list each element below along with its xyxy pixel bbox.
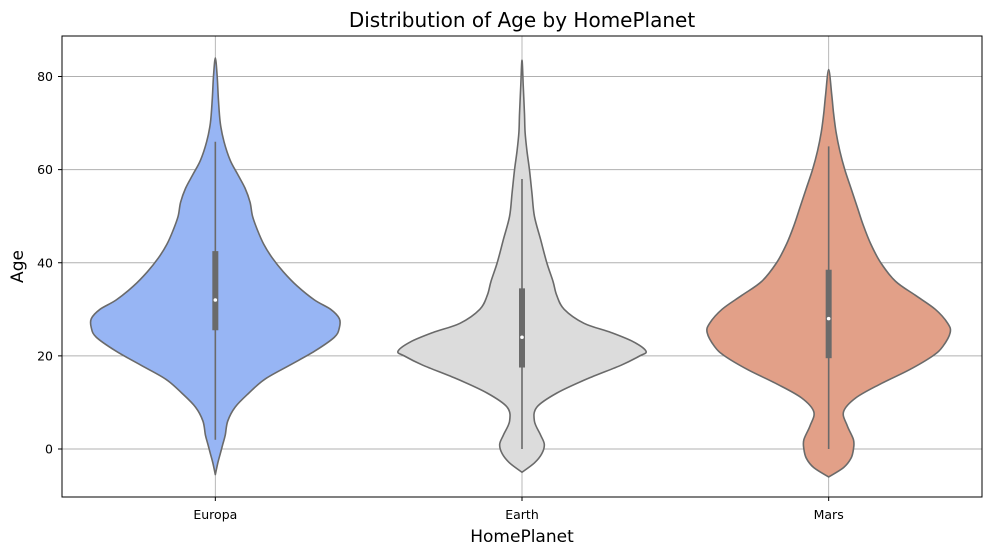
x-tick-label-mars: Mars	[814, 507, 844, 522]
y-tick-label: 40	[37, 255, 53, 270]
x-tick-label-earth: Earth	[505, 507, 539, 522]
iqr-box-europa	[212, 251, 219, 331]
violin-layer	[89, 57, 952, 478]
chart-title: Distribution of Age by HomePlanet	[349, 8, 696, 32]
y-tick-label: 60	[37, 162, 53, 177]
median-marker-earth	[520, 335, 524, 340]
y-axis-label: Age	[8, 250, 28, 283]
iqr-box-earth	[519, 288, 525, 368]
median-marker-europa	[213, 298, 218, 302]
iqr-box-mars	[825, 269, 832, 359]
y-tick-label: 20	[37, 348, 53, 363]
y-tick-label: 0	[45, 442, 53, 457]
y-tick-label: 80	[37, 69, 53, 84]
median-marker-mars	[826, 316, 831, 321]
x-tick-label-europa: Europa	[193, 507, 237, 522]
tick-layer: 0 20 40 60 80 Europa Earth Mars	[37, 69, 844, 522]
x-axis-label: HomePlanet	[470, 527, 574, 547]
